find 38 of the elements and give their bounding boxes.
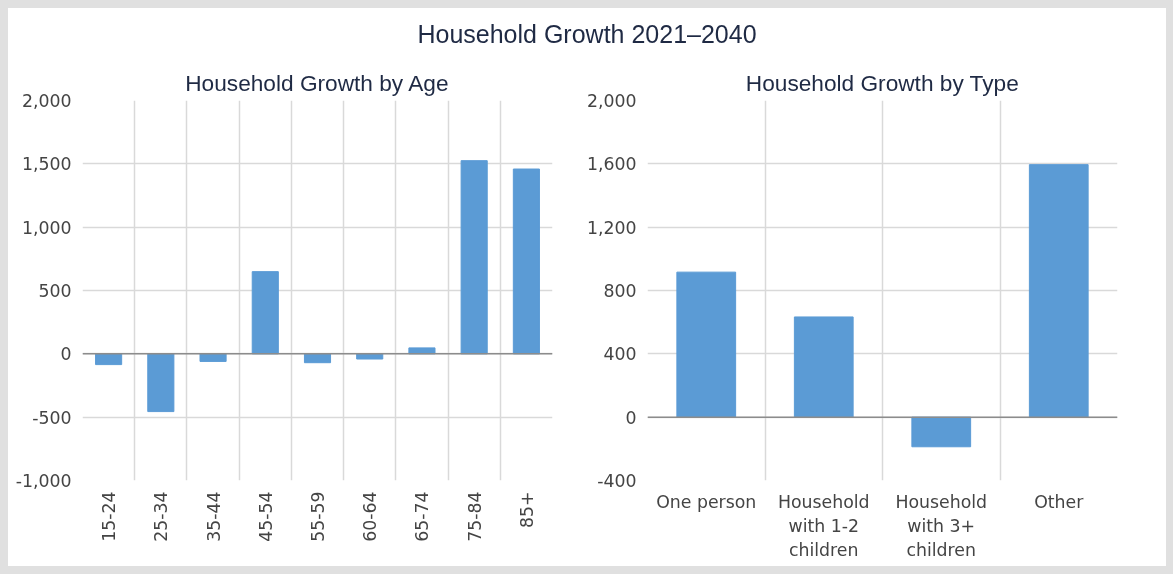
- x-tick-label: Household with 3+ children: [895, 491, 988, 560]
- y-tick-label: 800: [603, 281, 637, 301]
- bar: [911, 416, 972, 448]
- bar: [793, 316, 854, 418]
- bar: [1028, 164, 1089, 418]
- bar: [147, 353, 175, 413]
- x-tick-label: Household with 1-2 children: [777, 491, 870, 560]
- y-tick-label: 1,200: [586, 217, 637, 238]
- y-tick-label: 500: [38, 281, 72, 301]
- y-tick-label: 1,500: [21, 154, 72, 175]
- y-tick-label: -500: [32, 407, 72, 428]
- x-tick-label: 55-59: [308, 491, 328, 542]
- text: Household Growth 2021–2040: [417, 19, 757, 50]
- x-tick-label: 15-24: [99, 491, 120, 542]
- y-tick-label: 1,600: [586, 154, 637, 175]
- x-tick-label: 75-84: [464, 491, 485, 542]
- y-tick-label: -1,000: [15, 471, 72, 491]
- y-tick-label: 0: [625, 407, 637, 428]
- bar: [460, 160, 488, 355]
- y-tick-label: 400: [603, 344, 637, 365]
- x-tick-label: 85+: [516, 491, 537, 529]
- y-tick-label: 2,000: [21, 91, 72, 111]
- x-tick-label: 25-34: [151, 491, 172, 542]
- chart-title: Household Growth by Age: [185, 69, 449, 96]
- bar: [676, 271, 737, 418]
- x-tick-label: 45-54: [255, 491, 276, 542]
- x-tick-label: 60-64: [360, 491, 381, 542]
- x-tick-label: Other: [1034, 491, 1085, 512]
- x-tick-label: 35-44: [203, 491, 224, 542]
- y-tick-label: 1,000: [21, 217, 72, 238]
- x-tick-label: 65-74: [412, 491, 433, 542]
- chart-title: Household Growth by Type: [745, 69, 1019, 96]
- bar: [251, 271, 279, 355]
- y-tick-label: -400: [597, 471, 637, 491]
- y-tick-label: 0: [60, 344, 72, 365]
- x-tick-label: One person: [656, 491, 757, 512]
- y-tick-label: 2,000: [586, 91, 637, 111]
- bar: [512, 168, 540, 355]
